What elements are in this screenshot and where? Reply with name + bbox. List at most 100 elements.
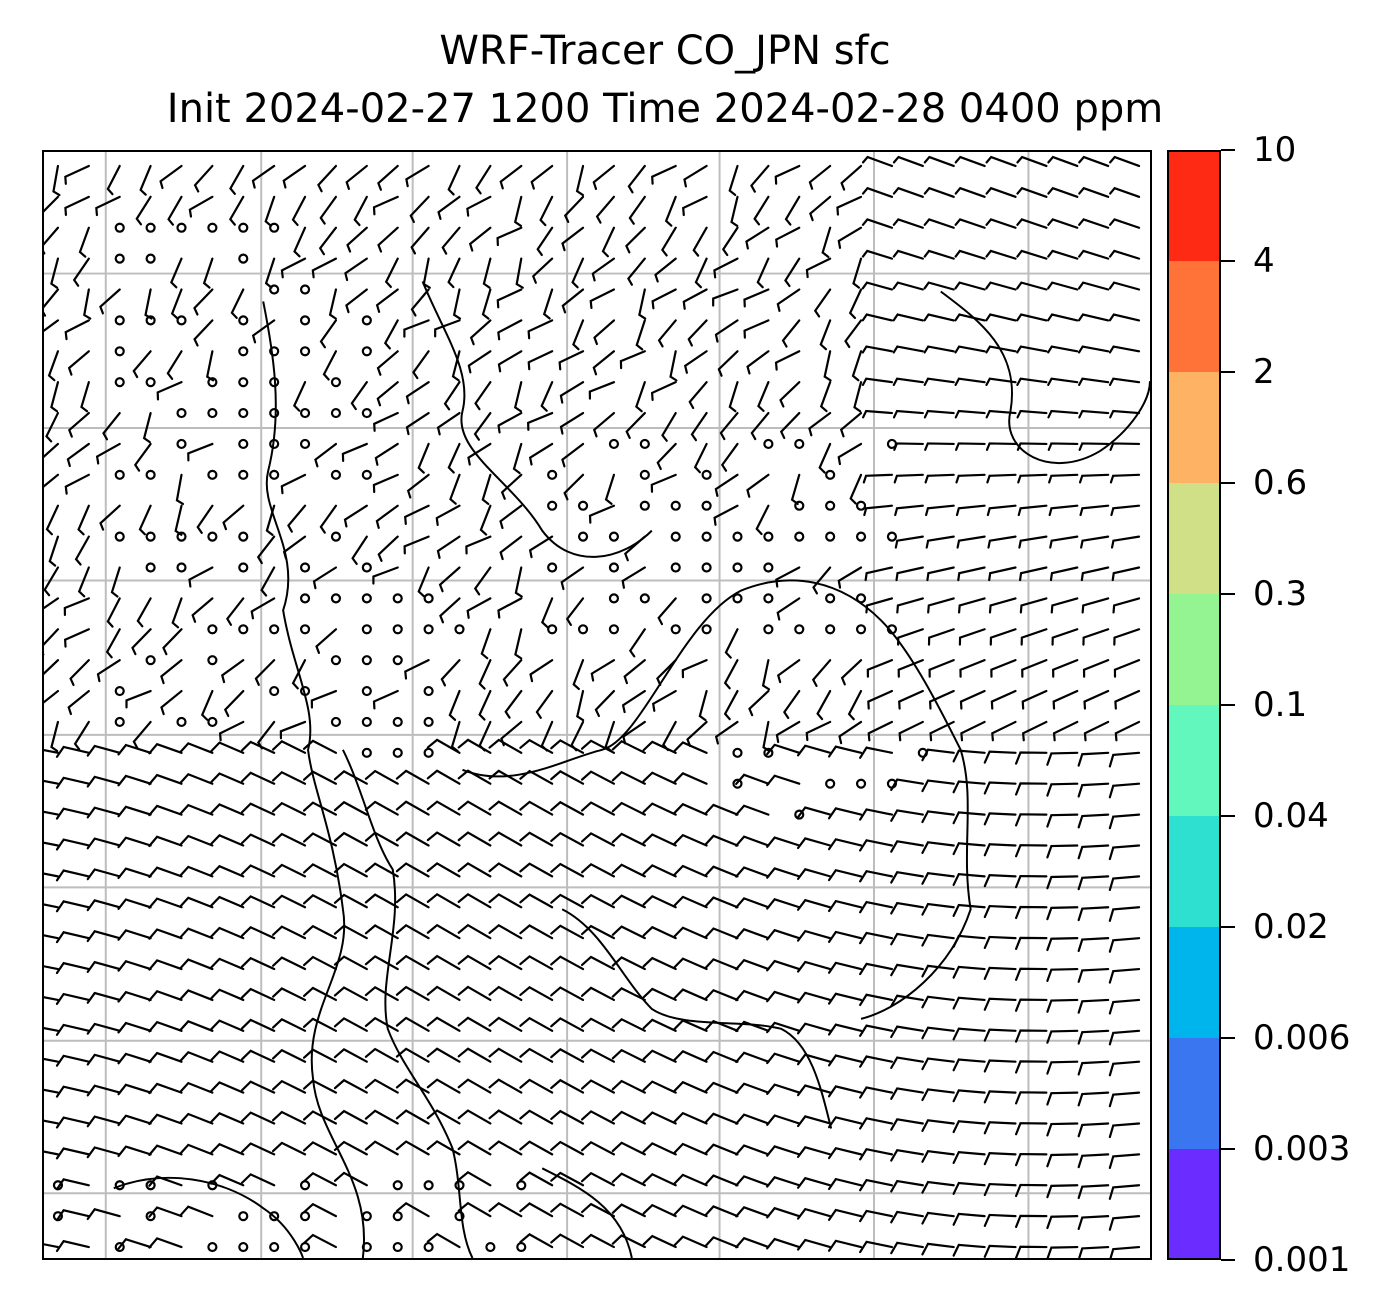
wind-barb	[318, 226, 338, 256]
wind-barb	[743, 288, 770, 308]
calm-wind-circle	[145, 531, 156, 542]
wind-barb	[409, 195, 430, 224]
wind-barb	[1049, 566, 1079, 582]
wind-barb	[952, 903, 986, 917]
wind-barb	[1108, 1122, 1141, 1139]
wind-barb	[44, 288, 60, 317]
wind-barb	[859, 962, 894, 976]
calm-wind-circle	[330, 407, 342, 419]
wind-barb	[611, 925, 646, 940]
wind-barb	[496, 288, 523, 309]
wind-barb	[867, 689, 894, 710]
wind-barb	[704, 1112, 739, 1125]
wind-barb	[952, 1027, 986, 1041]
wind-barb	[377, 535, 399, 562]
wind-barb	[497, 411, 523, 434]
calm-wind-circle	[176, 438, 187, 450]
calm-wind-circle	[269, 346, 280, 357]
wind-barb	[1108, 1091, 1141, 1108]
wind-barb	[796, 1053, 832, 1066]
wind-barb	[560, 566, 585, 591]
wind-barb	[704, 865, 739, 878]
wind-barb	[580, 893, 616, 909]
wind-barb	[1078, 186, 1110, 198]
wind-barb	[713, 257, 739, 279]
wind-barb	[1108, 751, 1141, 768]
wind-barb	[1014, 905, 1048, 920]
wind-barb	[527, 350, 554, 371]
wind-barb	[558, 350, 585, 371]
wind-barb	[193, 319, 214, 347]
calm-wind-circle	[886, 531, 898, 542]
wind-barb	[519, 800, 554, 816]
wind-barb	[519, 1171, 554, 1187]
wind-barb	[776, 597, 801, 621]
wind-barb	[839, 411, 863, 438]
wind-barb	[619, 350, 646, 370]
wind-barb	[683, 350, 708, 374]
wind-barb	[1016, 218, 1048, 229]
wind-barb	[572, 319, 585, 351]
wind-barb	[796, 898, 832, 911]
wind-barb	[63, 628, 90, 648]
calm-wind-circle	[423, 1241, 434, 1253]
calm-wind-circle	[639, 438, 650, 450]
wind-barb	[210, 1112, 245, 1125]
wind-barb	[952, 873, 986, 887]
wind-barb	[627, 164, 646, 194]
wind-barb	[952, 934, 986, 948]
wind-barb	[859, 931, 894, 945]
wind-barb	[452, 288, 462, 320]
wind-barb	[86, 1084, 121, 1097]
wind-barb	[1046, 937, 1079, 952]
wind-barb	[468, 226, 492, 252]
wind-barb	[796, 744, 832, 757]
wind-barb	[1108, 1029, 1141, 1046]
wind-barb	[550, 1109, 585, 1125]
calm-wind-circle	[269, 407, 280, 419]
wind-barb	[426, 800, 461, 816]
calm-wind-circle	[577, 500, 589, 511]
wind-barb	[688, 381, 708, 410]
wind-barb	[1078, 218, 1110, 229]
wind-barb	[346, 226, 368, 253]
wind-barb	[983, 997, 1017, 1011]
wind-barb	[1052, 689, 1079, 710]
wind-barb	[138, 504, 152, 536]
wind-barb	[240, 1049, 276, 1063]
wind-barb	[540, 381, 554, 412]
wind-barb	[117, 1052, 152, 1065]
wind-barb	[200, 689, 214, 721]
calm-wind-circle	[361, 407, 372, 419]
wind-barb	[302, 739, 338, 754]
wind-barb	[343, 504, 368, 528]
wind-barb	[333, 862, 368, 878]
wind-barb	[1047, 377, 1079, 386]
wind-barb	[1047, 186, 1079, 198]
wind-barb	[395, 1047, 430, 1063]
wind-barb	[144, 288, 153, 320]
wind-barb	[921, 1088, 955, 1102]
calm-wind-circle	[516, 1180, 527, 1191]
wind-barb	[179, 803, 214, 816]
wind-barb	[673, 833, 708, 847]
wind-barb	[488, 769, 523, 785]
wind-barb	[892, 345, 924, 354]
wind-barb	[1077, 937, 1110, 953]
wind-barb	[721, 226, 739, 257]
wind-barb	[426, 1140, 461, 1156]
wind-barb	[317, 164, 338, 193]
wind-barb	[1078, 409, 1110, 419]
wind-barb	[1016, 186, 1048, 198]
calm-wind-circle	[145, 253, 156, 264]
wind-barb	[488, 738, 523, 754]
wind-barb	[1052, 720, 1079, 742]
wind-barb	[890, 901, 924, 915]
wind-barb	[1078, 442, 1110, 451]
wind-barb	[44, 628, 60, 656]
calm-wind-circle	[299, 284, 311, 295]
wind-barb	[426, 1016, 461, 1032]
wind-barb	[497, 597, 523, 619]
wind-barb	[983, 750, 1017, 764]
wind-barb	[827, 745, 863, 758]
